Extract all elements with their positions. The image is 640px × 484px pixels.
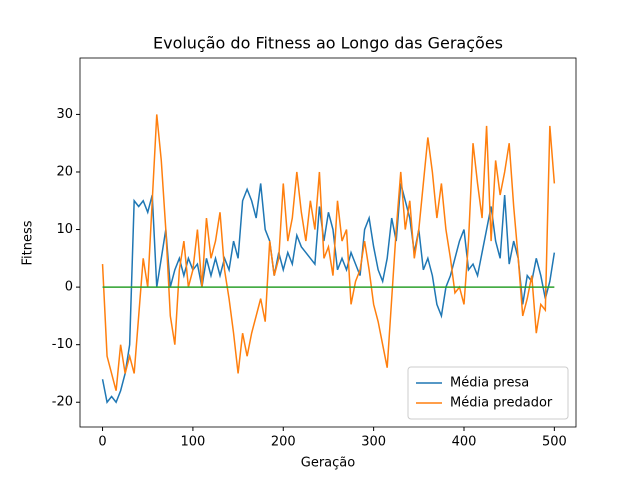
- y-tick-label: 0: [65, 280, 73, 295]
- x-tick-label: 300: [361, 435, 386, 450]
- legend-label: Média presa: [450, 376, 529, 391]
- legend-box: [407, 366, 569, 420]
- y-tick-label: -10: [52, 337, 73, 352]
- legend: Média presa Média predador: [407, 366, 569, 420]
- line-series: [101, 183, 556, 404]
- x-tick-label: 500: [542, 435, 567, 450]
- y-tick-label: -20: [52, 395, 73, 410]
- y-tick-label: 20: [56, 164, 73, 179]
- x-tick-label: 200: [271, 435, 296, 450]
- chart-title: Evolução do Fitness ao Longo das Geraçõe…: [153, 34, 503, 53]
- line-series: [101, 114, 556, 391]
- y-tick-label: 10: [56, 222, 73, 237]
- y-tick-label: 30: [56, 107, 73, 122]
- y-axis-label: Fitness: [21, 220, 36, 265]
- x-tick-label: 400: [452, 435, 477, 450]
- plot-frame: [79, 57, 577, 428]
- x-tick-label: 0: [98, 435, 106, 450]
- x-tick-label: 100: [180, 435, 205, 450]
- x-axis-label: Geração: [301, 456, 355, 471]
- legend-label: Média predador: [450, 396, 553, 411]
